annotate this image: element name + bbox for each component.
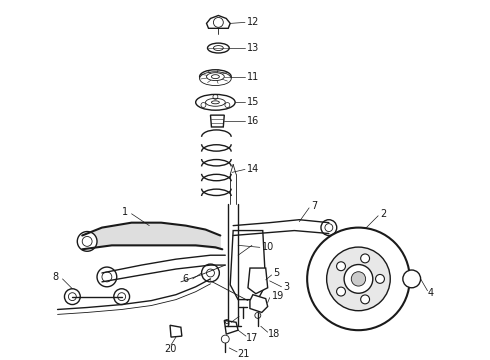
Circle shape [344,265,373,293]
Polygon shape [248,268,268,294]
Ellipse shape [196,94,235,110]
Text: 3: 3 [284,282,290,292]
Text: 2: 2 [380,209,387,219]
Text: 19: 19 [271,291,284,301]
Ellipse shape [206,73,224,81]
Circle shape [337,262,345,271]
Circle shape [403,270,420,288]
Polygon shape [206,15,230,28]
Text: 9: 9 [223,319,229,329]
Ellipse shape [205,98,225,106]
Circle shape [307,228,410,330]
Text: 13: 13 [247,43,259,53]
Text: 12: 12 [247,17,259,27]
Circle shape [351,272,366,286]
Text: 7: 7 [311,201,318,211]
Circle shape [65,289,80,305]
Ellipse shape [199,70,231,84]
Circle shape [77,231,97,251]
Text: 6: 6 [183,274,189,284]
Circle shape [361,254,369,263]
Text: 10: 10 [262,242,274,252]
Text: 4: 4 [427,288,434,298]
Ellipse shape [199,72,231,86]
Text: 1: 1 [122,207,128,217]
Circle shape [114,289,129,305]
Circle shape [321,220,337,235]
Text: 8: 8 [52,272,59,282]
Circle shape [201,264,220,282]
Text: 11: 11 [247,72,259,82]
Ellipse shape [207,43,229,53]
Polygon shape [211,115,224,127]
Text: 17: 17 [246,333,258,343]
Polygon shape [170,325,182,337]
Polygon shape [230,230,266,300]
Text: 15: 15 [247,97,259,107]
Text: 20: 20 [164,344,176,354]
Text: 16: 16 [247,116,259,126]
Text: 5: 5 [273,268,280,278]
Circle shape [327,247,390,311]
Circle shape [82,237,92,246]
Text: 14: 14 [247,165,259,174]
Circle shape [97,267,117,287]
Polygon shape [224,320,238,334]
Ellipse shape [214,46,223,50]
Circle shape [361,295,369,304]
Polygon shape [250,295,268,312]
Circle shape [375,274,385,283]
Ellipse shape [212,75,220,78]
Ellipse shape [212,101,220,104]
Circle shape [337,287,345,296]
Text: 18: 18 [268,329,280,339]
Text: 21: 21 [237,349,249,359]
